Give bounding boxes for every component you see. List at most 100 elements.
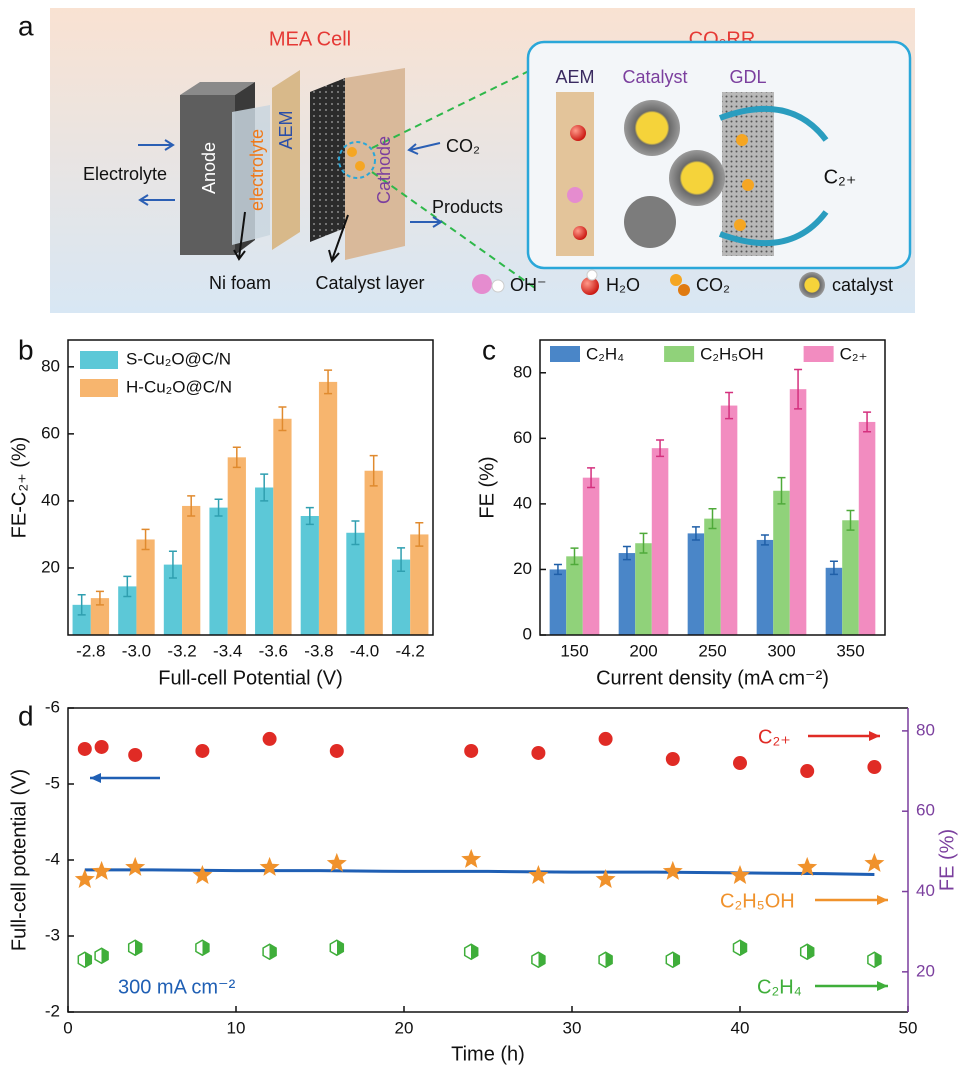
- inset-box: [526, 40, 912, 270]
- x-tick-label: 10: [227, 1018, 246, 1037]
- y-tick-label: -2: [45, 1001, 60, 1020]
- line-series: [84, 868, 875, 876]
- gas-in-label: CO₂: [446, 136, 480, 156]
- annotation-arrowhead: [877, 981, 888, 991]
- error-bar: [369, 454, 378, 487]
- bar: [90, 598, 110, 635]
- co2-icon: [355, 161, 365, 171]
- error-bar: [260, 473, 269, 502]
- y2-tick-label: 80: [916, 720, 935, 739]
- cathode: [345, 68, 405, 260]
- legend-icon: [586, 269, 598, 281]
- error-bar: [587, 467, 596, 489]
- point: [195, 939, 210, 957]
- legend-label: OH⁻: [510, 275, 547, 295]
- panel-label: a: [18, 10, 34, 41]
- error-bar: [708, 508, 717, 530]
- error-bar: [324, 369, 333, 395]
- bar: [72, 604, 91, 635]
- bar: [364, 470, 383, 635]
- point: [329, 743, 344, 758]
- error-bar: [553, 563, 562, 576]
- y-tick-label: -3: [45, 925, 60, 944]
- zoom-line: [371, 67, 536, 149]
- point: [91, 860, 112, 880]
- legend-label: CO₂: [696, 275, 730, 295]
- legend-label: catalyst: [832, 275, 893, 295]
- legend-label: C₂₊: [840, 344, 868, 363]
- legend-swatch: [803, 346, 834, 362]
- point: [94, 739, 109, 754]
- legend-icon: [491, 279, 505, 293]
- inset-label: GDL: [729, 67, 766, 87]
- x-tick-label: 150: [560, 641, 588, 660]
- x-tick-label: -3.4: [213, 641, 242, 660]
- bar: [346, 532, 365, 635]
- y-axis-label: FE (%): [476, 456, 498, 518]
- point: [528, 865, 549, 884]
- error-bar: [622, 545, 631, 561]
- error-bar: [415, 521, 424, 547]
- y-tick-label: 60: [513, 428, 532, 447]
- molecule-icon: [570, 125, 586, 141]
- catalyst-layer: [310, 78, 345, 242]
- bar: [773, 490, 790, 635]
- legend-label: S-Cu₂O@C/N: [126, 349, 231, 368]
- legend-icon: [670, 274, 682, 286]
- point: [125, 856, 146, 876]
- legend-icon: [472, 274, 492, 294]
- bar: [273, 418, 292, 635]
- x-tick-label: 20: [395, 1018, 414, 1037]
- zoom-circle: [338, 141, 376, 179]
- error-bar: [397, 547, 406, 573]
- x-tick-label: -4.0: [350, 641, 379, 660]
- point: [665, 951, 681, 969]
- error-bar: [187, 495, 196, 517]
- electrolyte-layer-label: electrolyte: [247, 129, 267, 211]
- error-bar: [570, 547, 579, 566]
- inset-product: C₂₊: [824, 166, 857, 188]
- panel-label: c: [482, 334, 496, 365]
- error-bar: [168, 550, 177, 579]
- molecule-icon: [742, 179, 754, 191]
- y-axis-label: Full-cell potential (V): [8, 769, 30, 951]
- bar: [756, 539, 774, 635]
- error-bar: [656, 439, 665, 458]
- point: [329, 939, 345, 957]
- flow-arrow: [407, 142, 441, 155]
- membrane: [272, 70, 300, 250]
- point: [127, 939, 143, 957]
- legend-label: H₂O: [606, 275, 640, 295]
- x-tick-label: 50: [899, 1018, 918, 1037]
- point: [598, 731, 613, 746]
- molecule-icon: [567, 187, 583, 203]
- point: [598, 951, 613, 969]
- x-tick-label: -3.2: [167, 641, 196, 660]
- error-bar: [95, 590, 104, 606]
- error-bar: [639, 532, 648, 554]
- zoom-line: [371, 171, 536, 289]
- bar: [582, 477, 600, 635]
- x-tick-label: -3.8: [304, 641, 333, 660]
- bar: [300, 515, 319, 635]
- flow-arrow: [138, 194, 175, 206]
- legend-swatch: [664, 346, 695, 362]
- point: [531, 951, 546, 969]
- y-tick-label: 80: [41, 356, 60, 375]
- error-bar: [232, 446, 241, 469]
- bar: [209, 507, 228, 635]
- point: [463, 943, 479, 961]
- error-bar: [691, 526, 700, 541]
- legend-swatch: [80, 351, 118, 369]
- legend-icon: [581, 277, 599, 295]
- error-bar: [351, 520, 360, 546]
- x-tick-label: -4.2: [396, 641, 425, 660]
- annotation-arrowhead: [877, 895, 888, 905]
- point: [128, 747, 143, 762]
- bar: [651, 448, 669, 635]
- legend-label: C₂H₄: [586, 344, 624, 363]
- error-bar: [829, 560, 838, 576]
- diagram-title: MEA Cell: [269, 28, 351, 50]
- point: [867, 760, 882, 775]
